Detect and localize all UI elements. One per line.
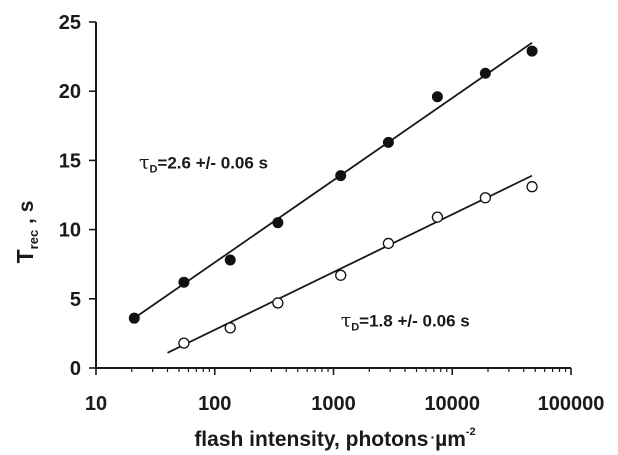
data-point-open xyxy=(382,237,395,250)
data-point-filled xyxy=(382,136,394,148)
x-axis-title-unit: µm xyxy=(435,428,466,451)
tau-value: =2.6 +/- 0.06 s xyxy=(157,154,268,173)
x-tick-label: 10 xyxy=(85,393,107,415)
data-point-filled xyxy=(479,67,491,79)
data-point-filled xyxy=(128,312,140,324)
tau-subscript: D xyxy=(351,321,359,333)
annotations: τD=2.6 +/- 0.06 sτD=1.8 +/- 0.06 s xyxy=(139,152,470,334)
data-point-open xyxy=(224,322,236,334)
data-point-open xyxy=(335,269,347,281)
data-point-filled xyxy=(431,91,443,103)
data-point-open xyxy=(431,211,444,223)
y-axis-title-rest: , s xyxy=(15,201,38,230)
x-axis-title: flash intensity, photons ·µm-2 xyxy=(194,426,475,451)
fit-line xyxy=(133,42,533,319)
data-point-filled xyxy=(335,170,347,182)
data-point-open xyxy=(526,181,538,193)
fit-lines xyxy=(133,42,533,354)
tau-annotation: τD=2.6 +/- 0.06 s xyxy=(139,152,268,176)
tau-value: =1.8 +/- 0.06 s xyxy=(359,311,470,330)
data-point-filled xyxy=(224,254,236,266)
x-tick-label: 1000 xyxy=(311,393,356,415)
tau-symbol: τ xyxy=(139,152,150,174)
axes xyxy=(95,22,571,369)
x-axis-title-dot: · xyxy=(430,429,435,445)
tau-annotation: τD=1.8 +/- 0.06 s xyxy=(341,309,470,333)
data-point-filled xyxy=(526,45,538,57)
data-point-filled xyxy=(178,276,190,288)
y-tick-label: 15 xyxy=(59,150,81,172)
x-tick-label: 100000 xyxy=(538,393,605,415)
tick-group: 10 100 1000 10000 100000 0 5 10 15 20 25 xyxy=(59,12,605,415)
y-tick-label: 0 xyxy=(70,358,81,380)
x-tick-label: 100 xyxy=(198,393,231,415)
x-axis-title-main: flash intensity, photons xyxy=(194,428,428,451)
y-tick-label: 25 xyxy=(59,12,81,34)
y-tick-label: 10 xyxy=(59,220,81,242)
y-axis-title-sub: rec xyxy=(26,230,41,250)
tau-symbol: τ xyxy=(341,309,352,331)
y-axis-title: Trec , s xyxy=(12,201,41,264)
data-point-open xyxy=(178,337,190,349)
y-axis-title-main: T xyxy=(12,249,38,263)
data-point-open xyxy=(479,192,492,204)
x-tick-label: 10000 xyxy=(424,393,480,415)
data-point-open xyxy=(272,297,284,309)
data-point-filled xyxy=(272,217,284,229)
data-points xyxy=(128,45,538,349)
x-axis-title-exp: -2 xyxy=(466,426,476,438)
tau-subscript: D xyxy=(149,164,157,176)
y-tick-label: 5 xyxy=(70,289,81,311)
y-tick-label: 20 xyxy=(59,81,81,103)
